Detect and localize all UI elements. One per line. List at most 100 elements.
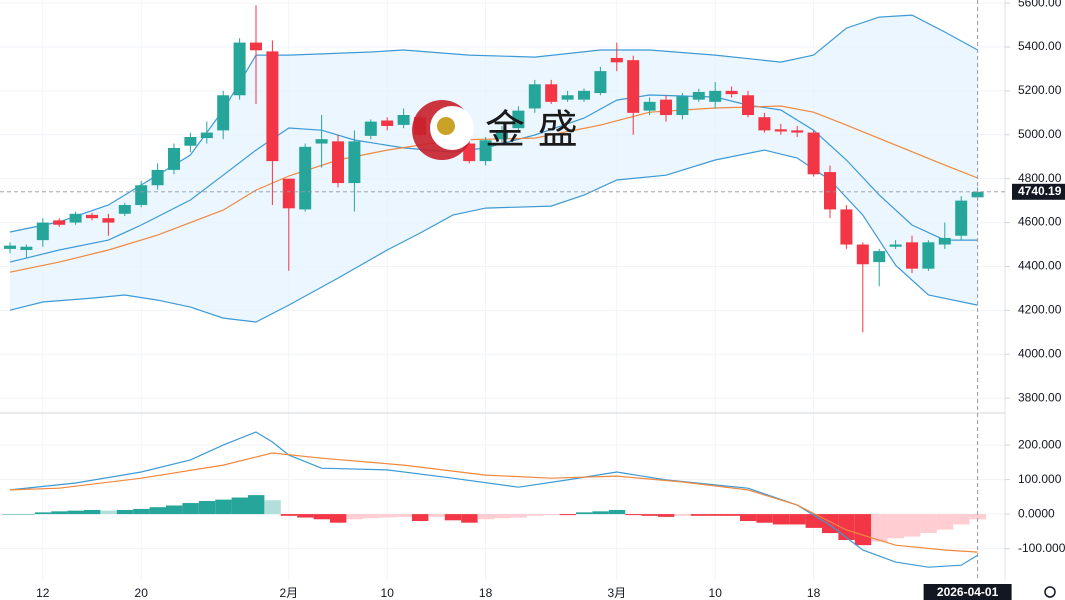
candle-body xyxy=(774,129,787,132)
x-tick-label: 10 xyxy=(709,586,723,600)
candle-body xyxy=(217,95,230,131)
histogram-bar xyxy=(723,514,740,516)
last-price-box xyxy=(1012,183,1065,200)
histogram-bar xyxy=(51,511,68,515)
marks xyxy=(2,5,986,568)
histogram-bar xyxy=(2,514,19,515)
candle-body xyxy=(660,99,672,116)
x-tick-label: 10 xyxy=(381,586,395,600)
candle-body xyxy=(561,95,574,100)
logo-text: 金 盛 xyxy=(485,107,578,153)
y-tick-label: -100.000 xyxy=(1018,541,1065,555)
histogram-bar xyxy=(330,514,347,523)
histogram-bar xyxy=(559,514,576,516)
histogram-bar xyxy=(871,514,888,542)
candle-body xyxy=(610,57,623,63)
indicator-line xyxy=(9,94,978,263)
histogram-bar xyxy=(100,510,117,515)
histogram-bar xyxy=(904,514,921,537)
histogram-bar xyxy=(510,514,527,518)
candle-body xyxy=(266,51,279,162)
histogram-bar xyxy=(674,514,691,516)
candle-body xyxy=(118,205,131,214)
histogram-bar xyxy=(34,512,52,515)
histogram-bar xyxy=(740,514,757,521)
x-tick-label: 18 xyxy=(479,586,493,600)
histogram-bar xyxy=(313,514,330,520)
gear[interactable] xyxy=(1044,586,1056,598)
candle-body xyxy=(53,220,66,225)
candle-body xyxy=(791,130,804,133)
histogram-bar xyxy=(215,499,232,515)
candle-body xyxy=(381,120,394,126)
histogram-bar xyxy=(18,514,35,515)
candle-body xyxy=(692,91,705,100)
candle-body xyxy=(200,132,213,139)
candle-body xyxy=(233,42,246,96)
histogram-bar xyxy=(166,505,183,515)
candle-body xyxy=(545,84,558,102)
y-tick-label: 3800.00 xyxy=(1018,390,1062,404)
histogram-bar xyxy=(854,514,872,546)
histogram-bar xyxy=(461,514,478,523)
histogram-bar xyxy=(182,503,199,515)
candle-body xyxy=(86,214,98,219)
histogram-bar xyxy=(362,514,380,519)
candle-body xyxy=(627,60,640,113)
indicator-line xyxy=(9,14,978,233)
x-tick-label: 2026-04-01 xyxy=(937,585,999,599)
histogram-bar xyxy=(428,514,445,517)
candle-body xyxy=(479,140,492,162)
y-tick-label: 5400.00 xyxy=(1018,39,1062,53)
candle-body xyxy=(840,209,853,245)
histogram-bar xyxy=(592,511,609,515)
candle-body xyxy=(955,200,968,236)
candle-body xyxy=(184,136,197,146)
candle-body xyxy=(135,185,148,206)
y-tick-label: 0.0000 xyxy=(1018,506,1055,520)
histogram-bar xyxy=(543,514,560,516)
histogram-bar xyxy=(887,514,904,539)
candle-body xyxy=(102,218,115,223)
candle-body xyxy=(824,172,836,210)
candle-body xyxy=(315,139,328,144)
histogram-bar xyxy=(116,509,134,515)
indicator-line xyxy=(9,105,978,273)
histogram-bar xyxy=(231,497,248,515)
candle-body xyxy=(594,71,607,94)
candle-body xyxy=(709,90,722,102)
histogram-bar xyxy=(264,500,281,515)
y-tick-label: 4600.00 xyxy=(1018,215,1062,229)
histogram-bar xyxy=(297,514,314,518)
x-tick-label: 2月 xyxy=(279,586,298,600)
histogram-bar xyxy=(477,514,494,520)
y-tick-label: 5000.00 xyxy=(1018,127,1062,141)
logo: 金 盛 xyxy=(412,100,578,160)
candle-body xyxy=(496,130,508,140)
histogram-bar xyxy=(608,509,626,515)
candle-body xyxy=(938,237,951,245)
indicator-line xyxy=(9,431,978,568)
histogram-bar xyxy=(690,514,708,516)
candle-body xyxy=(922,242,935,269)
candle-body xyxy=(20,246,33,251)
settings-icon[interactable] xyxy=(1044,586,1056,598)
y-tick-label: 4200.00 xyxy=(1018,303,1062,317)
candle-body xyxy=(397,115,410,125)
y-tick-label: 5600.00 xyxy=(1018,0,1062,9)
x-tick-label: 12 xyxy=(36,586,50,600)
y-tick-label: 4000.00 xyxy=(1018,346,1062,360)
candle-body xyxy=(971,191,984,198)
histogram-bar xyxy=(198,500,216,515)
candle-body xyxy=(528,84,541,109)
candle-body xyxy=(168,147,180,170)
last-price-label: 4740.19 xyxy=(1018,184,1062,198)
logo-dot xyxy=(437,117,455,135)
histogram-bar xyxy=(969,514,986,520)
candle-body xyxy=(807,132,820,175)
histogram-bar xyxy=(658,514,675,517)
histogram-bar xyxy=(641,514,658,516)
candle-body xyxy=(578,90,590,100)
histogram-bar xyxy=(379,514,396,518)
